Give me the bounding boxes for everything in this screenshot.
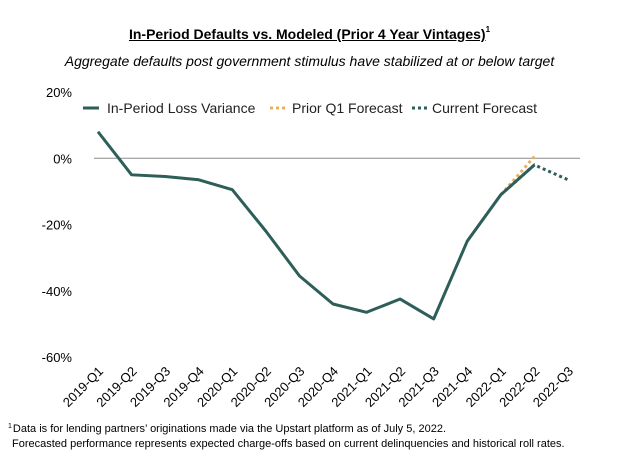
legend-label: In-Period Loss Variance	[107, 100, 256, 116]
chart-title-text: In-Period Defaults vs. Modeled (Prior 4 …	[128, 26, 486, 42]
axis-layer: -60%-40%-20%0%20%2019-Q12019-Q22019-Q320…	[42, 85, 580, 410]
y-tick-label: -60%	[42, 350, 73, 365]
footnote-line-2: Forecasted performance represents expect…	[12, 438, 565, 450]
footnote-mark: 1	[8, 423, 12, 430]
footnote-line-1: 1Data is for lending partners’ originati…	[8, 423, 446, 435]
chart-title: In-Period Defaults vs. Modeled (Prior 4 …	[0, 25, 619, 42]
y-tick-label: -20%	[42, 218, 73, 233]
y-tick-label: 20%	[46, 85, 72, 100]
chart-subtitle: Aggregate defaults post government stimu…	[64, 53, 555, 69]
legend-label: Current Forecast	[432, 100, 537, 116]
series-line-current-forecast	[499, 163, 569, 196]
y-tick-label: 0%	[53, 151, 72, 166]
footnote-text-1: Data is for lending partners’ originatio…	[12, 423, 446, 435]
title-footnote-mark: 1	[485, 25, 491, 34]
series-line-in-period-loss-variance	[96, 130, 536, 321]
legend-label: Prior Q1 Forecast	[292, 100, 403, 116]
y-tick-label: -40%	[42, 284, 73, 299]
series-layer	[96, 130, 569, 321]
legend: In-Period Loss Variance Prior Q1 Forecast…	[83, 100, 537, 116]
